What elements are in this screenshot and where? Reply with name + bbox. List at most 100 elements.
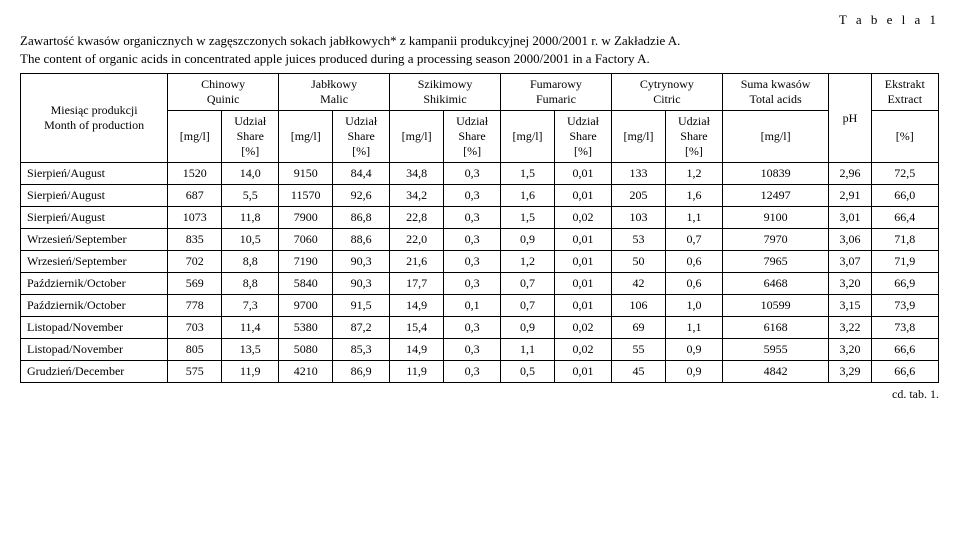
table-cell: 7190 [279,251,333,273]
share-en: Share [458,129,485,143]
table-cell: 0,01 [555,273,612,295]
table-cell: 42 [611,273,665,295]
table-cell: Listopad/November [21,317,168,339]
table-cell: 88,6 [333,229,390,251]
table-cell: 11,4 [222,317,279,339]
share-en: Share [348,129,375,143]
table-cell: 1,0 [666,295,723,317]
table-cell: 73,8 [871,317,938,339]
table-row: Sierpień/August107311,8790086,822,80,31,… [21,207,939,229]
table-cell: 14,9 [390,295,444,317]
extract-pl: Ekstrakt [885,77,925,91]
table-cell: 205 [611,185,665,207]
table-cell: 71,9 [871,251,938,273]
table-row: Sierpień/August6875,51157092,634,20,31,6… [21,185,939,207]
citric-pl: Cytrynowy [640,77,694,91]
table-cell: 0,01 [555,251,612,273]
unit-share: Udział Share [%] [222,111,279,163]
table-cell: 0,7 [500,295,554,317]
fumaric-pl: Fumarowy [530,77,582,91]
unit-share: Udział Share [%] [666,111,723,163]
unit-mgl: [mg/l] [722,111,829,163]
table-cell: 0,6 [666,251,723,273]
table-cell: Listopad/November [21,339,168,361]
malic-en: Malic [320,92,348,106]
table-cell: 66,6 [871,339,938,361]
table-cell: 0,01 [555,185,612,207]
table-cell: 0,01 [555,361,612,383]
table-cell: 778 [168,295,222,317]
table-cell: 66,0 [871,185,938,207]
table-cell: 0,3 [444,207,501,229]
table-row: Październik/October7787,3970091,514,90,1… [21,295,939,317]
table-cell: 0,02 [555,339,612,361]
table-cell: 10,5 [222,229,279,251]
table-cell: 1,6 [666,185,723,207]
share-pct: [%] [574,144,592,158]
table-cell: 3,20 [829,273,871,295]
table-cell: 11,9 [222,361,279,383]
table-cell: Październik/October [21,273,168,295]
table-cell: 7,3 [222,295,279,317]
table-cell: 0,7 [500,273,554,295]
table-cell: 0,3 [444,273,501,295]
table-cell: 3,22 [829,317,871,339]
table-row: Wrzesień/September7028,8719090,321,60,31… [21,251,939,273]
share-en: Share [680,129,707,143]
table-cell: 14,0 [222,163,279,185]
table-cell: Październik/October [21,295,168,317]
table-cell: 9700 [279,295,333,317]
table-cell: 5380 [279,317,333,339]
share-pl: Udział [234,114,266,128]
table-continued: cd. tab. 1. [20,387,939,402]
table-cell: Sierpień/August [21,163,168,185]
table-cell: 11570 [279,185,333,207]
table-cell: 90,3 [333,251,390,273]
table-cell: 133 [611,163,665,185]
share-pct: [%] [352,144,370,158]
table-cell: 50 [611,251,665,273]
col-extract: Ekstrakt Extract [871,74,938,111]
table-cell: 6468 [722,273,829,295]
table-cell: 1,2 [500,251,554,273]
table-cell: 11,8 [222,207,279,229]
table-cell: 84,4 [333,163,390,185]
citric-en: Citric [653,92,680,106]
table-cell: 1520 [168,163,222,185]
table-cell: 9150 [279,163,333,185]
col-quinic: Chinowy Quinic [168,74,279,111]
table-cell: Wrzesień/September [21,251,168,273]
caption-en: The content of organic acids in concentr… [20,51,650,66]
table-cell: 8,8 [222,251,279,273]
table-cell: 66,6 [871,361,938,383]
col-fumaric: Fumarowy Fumaric [500,74,611,111]
table-cell: 12497 [722,185,829,207]
table-number: T a b e l a 1 [20,12,939,28]
quinic-en: Quinic [207,92,240,106]
malic-pl: Jabłkowy [311,77,357,91]
table-cell: 569 [168,273,222,295]
table-cell: 702 [168,251,222,273]
table-cell: 3,07 [829,251,871,273]
table-cell: 10599 [722,295,829,317]
table-cell: 4210 [279,361,333,383]
table-cell: 22,0 [390,229,444,251]
table-cell: Grudzień/December [21,361,168,383]
table-row: Grudzień/December57511,9421086,911,90,30… [21,361,939,383]
share-en: Share [569,129,596,143]
table-cell: 1,6 [500,185,554,207]
table-cell: 6168 [722,317,829,339]
table-cell: 71,8 [871,229,938,251]
share-pl: Udział [456,114,488,128]
month-pl: Miesiąc produkcji [51,103,138,117]
table-row: Sierpień/August152014,0915084,434,80,31,… [21,163,939,185]
table-cell: 0,9 [500,317,554,339]
table-cell: 66,4 [871,207,938,229]
table-cell: 0,3 [444,317,501,339]
table-cell: 1,1 [666,207,723,229]
table-body: Sierpień/August152014,0915084,434,80,31,… [21,163,939,383]
table-cell: 0,3 [444,229,501,251]
table-row: Październik/October5698,8584090,317,70,3… [21,273,939,295]
table-cell: 3,29 [829,361,871,383]
extract-en: Extract [887,92,922,106]
